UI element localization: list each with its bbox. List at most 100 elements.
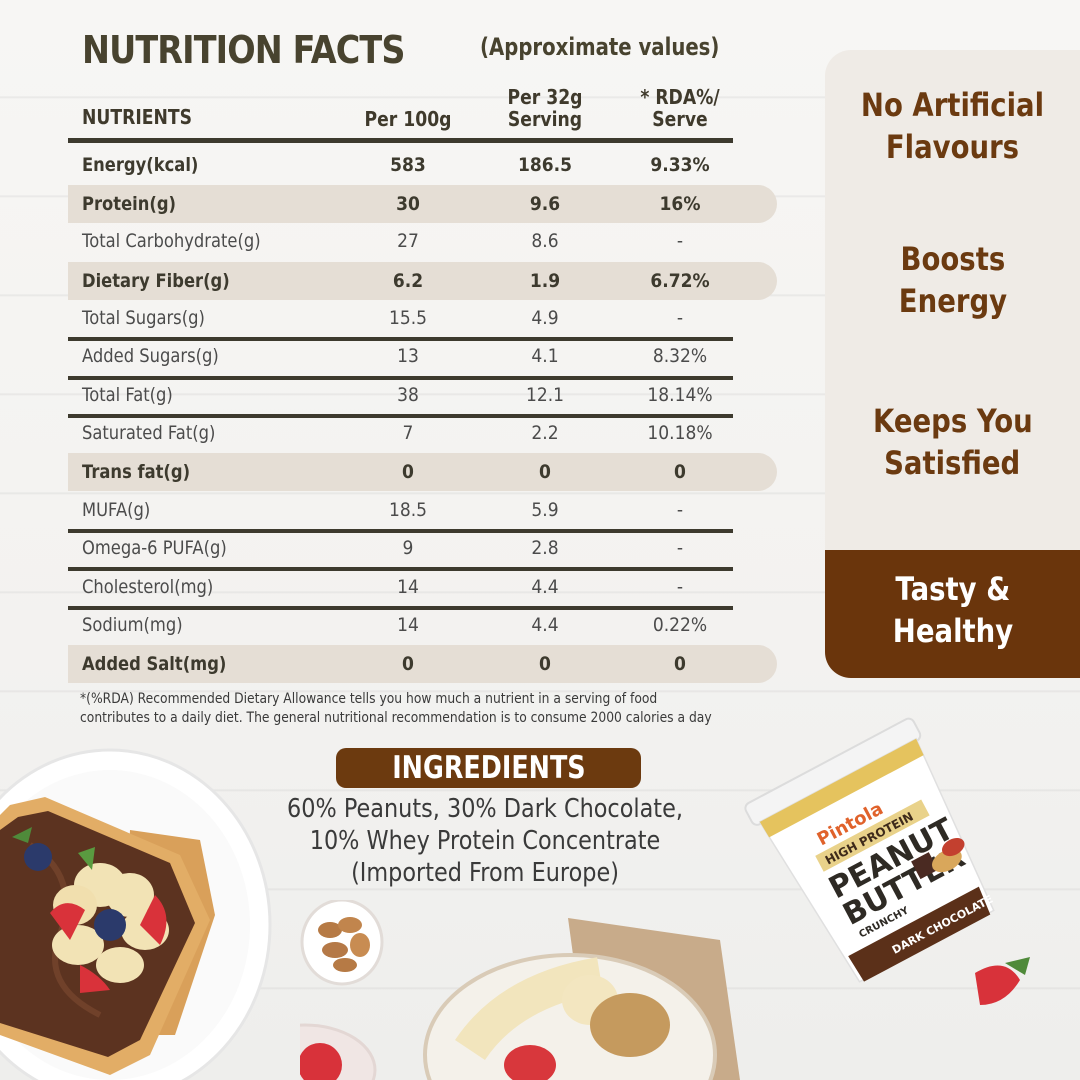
ingredients-line2: 10% Whey Protein Concentrate (309, 826, 661, 856)
nutrient-name: Added Sugars(g) (82, 345, 219, 367)
per-100g-value: 0 (402, 461, 414, 483)
per-serving-value: 4.9 (531, 307, 559, 329)
per-serving-value: 1.9 (529, 270, 561, 292)
rda-value: 18.14% (647, 384, 713, 406)
per-100g-value: 18.5 (388, 499, 428, 521)
per-100g-value: 27 (397, 230, 419, 252)
header-rda-line1: * RDA%/ (640, 85, 720, 109)
benefit-no-artificial-flavours: No Artificial Flavours (860, 86, 1045, 166)
table-row-saturated-fat: Saturated Fat(g) 7 2.2 10.18% (68, 414, 777, 452)
per-100g-value: 14 (397, 576, 419, 598)
per-serving-value: 8.6 (531, 230, 559, 252)
footnote-line1: *(%RDA) Recommended Dietary Allowance te… (80, 691, 658, 707)
per-serving-value: 0 (539, 653, 551, 675)
table-row-omega-6: Omega-6 PUFA(g) 9 2.8 - (68, 529, 777, 567)
table-row-total-fat: Total Fat(g) 38 12.1 18.14% (68, 376, 777, 414)
header-rda: * RDA%/ Serve (628, 86, 731, 130)
header-rda-line2: Serve (652, 107, 708, 131)
nutrient-name: Total Carbohydrate(g) (82, 230, 261, 252)
ingredients-list: 60% Peanuts, 30% Dark Chocolate, 10% Whe… (250, 793, 720, 889)
table-row-carbohydrate: Total Carbohydrate(g) 27 8.6 - (68, 222, 777, 260)
nutrient-name: Total Sugars(g) (82, 307, 205, 329)
row-divider (68, 567, 733, 571)
benefit-boosts-energy: Boosts Energy (898, 240, 1007, 320)
rda-value: 6.72% (650, 270, 710, 292)
rda-value: 0 (674, 461, 686, 483)
per-serving-value: 12.1 (525, 384, 565, 406)
table-row-protein: Protein(g) 30 9.6 16% (68, 185, 777, 223)
row-divider (68, 529, 733, 533)
per-100g-value: 30 (396, 193, 420, 215)
chocolate-toast-plate-image (0, 748, 272, 1080)
header-divider (68, 138, 733, 143)
table-row-mufa: MUFA(g) 18.5 5.9 - (68, 491, 777, 529)
rda-value: 9.33% (650, 154, 710, 176)
rda-value: 10.18% (647, 422, 713, 444)
per-serving-value: 186.5 (517, 154, 573, 176)
rda-footnote: *(%RDA) Recommended Dietary Allowance te… (80, 690, 726, 728)
benefit-tasty-healthy: Tasty & Healthy (892, 570, 1013, 650)
nutrient-name: Sodium(mg) (82, 614, 183, 636)
footnote-line2: contributes to a daily diet. The general… (80, 710, 712, 726)
per-serving-value: 4.4 (531, 614, 559, 636)
per-serving-value: 0 (539, 461, 551, 483)
nutrient-name: Trans fat(g) (82, 461, 191, 483)
table-row-dietary-fiber: Dietary Fiber(g) 6.2 1.9 6.72% (68, 262, 777, 300)
rda-value: - (676, 537, 684, 559)
nutrient-name: Dietary Fiber(g) (82, 270, 230, 292)
per-100g-value: 6.2 (392, 270, 424, 292)
per-100g-value: 14 (397, 614, 419, 636)
header-per-serving-line1: Per 32g (507, 85, 583, 109)
header-per-serving: Per 32g Serving (493, 86, 596, 130)
page-title: NUTRITION FACTS (82, 28, 405, 72)
per-100g-value: 38 (397, 384, 419, 406)
table-row-cholesterol: Cholesterol(mg) 14 4.4 - (68, 568, 777, 606)
nutrient-name: Energy(kcal) (82, 154, 199, 176)
per-serving-value: 4.1 (531, 345, 559, 367)
nutrient-name: Saturated Fat(g) (82, 422, 216, 444)
benefit-keeps-satisfied: Keeps You Satisfied (872, 402, 1033, 482)
ingredients-line1: 60% Peanuts, 30% Dark Chocolate, (287, 794, 683, 824)
nutrient-name: Cholesterol(mg) (82, 576, 214, 598)
nutrient-name: Total Fat(g) (82, 384, 173, 406)
table-row-energy: Energy(kcal) 583 186.5 9.33% (68, 146, 777, 184)
row-divider (68, 376, 733, 380)
rda-value: - (676, 230, 684, 252)
per-serving-value: 4.4 (531, 576, 559, 598)
page-subtitle: (Approximate values) (480, 33, 720, 61)
rda-value: 16% (659, 193, 701, 215)
row-divider (68, 606, 733, 610)
table-row-added-salt: Added Salt(mg) 0 0 0 (68, 645, 777, 683)
rda-value: - (676, 576, 684, 598)
rda-value: 8.32% (652, 345, 708, 367)
row-divider (68, 414, 733, 418)
ingredients-heading: INGREDIENTS (391, 750, 586, 786)
per-100g-value: 583 (390, 154, 426, 176)
peanut-butter-jar-image: Pintola HIGH PROTEIN PEANUT BUTTER CRUNC… (744, 717, 1030, 1005)
per-serving-value: 9.6 (529, 193, 561, 215)
per-serving-value: 5.9 (531, 499, 559, 521)
rda-value: - (676, 499, 684, 521)
per-100g-value: 15.5 (388, 307, 428, 329)
nutrient-name: Protein(g) (82, 193, 177, 215)
per-100g-value: 0 (402, 653, 414, 675)
breakfast-bowl-image (300, 900, 740, 1080)
table-row-sodium: Sodium(mg) 14 4.4 0.22% (68, 606, 777, 644)
nutrient-name: Omega-6 PUFA(g) (82, 537, 227, 559)
rda-value: - (676, 307, 684, 329)
per-serving-value: 2.2 (531, 422, 559, 444)
benefits-panel (825, 50, 1080, 552)
nutrient-name: MUFA(g) (82, 499, 151, 521)
benefit-highlight-card (825, 550, 1080, 678)
per-100g-value: 9 (402, 537, 414, 559)
header-per-100g: Per 100g (364, 107, 452, 131)
nutrient-name: Added Salt(mg) (82, 653, 227, 675)
ingredients-heading-badge: INGREDIENTS (336, 748, 641, 788)
table-row-added-sugars: Added Sugars(g) 13 4.1 8.32% (68, 337, 777, 375)
header-per-serving-line2: Serving (507, 107, 583, 131)
table-row-total-sugars: Total Sugars(g) 15.5 4.9 - (68, 299, 777, 337)
per-100g-value: 7 (402, 422, 414, 444)
header-nutrients: NUTRIENTS (82, 105, 193, 129)
per-serving-value: 2.8 (531, 537, 559, 559)
row-divider (68, 337, 733, 341)
